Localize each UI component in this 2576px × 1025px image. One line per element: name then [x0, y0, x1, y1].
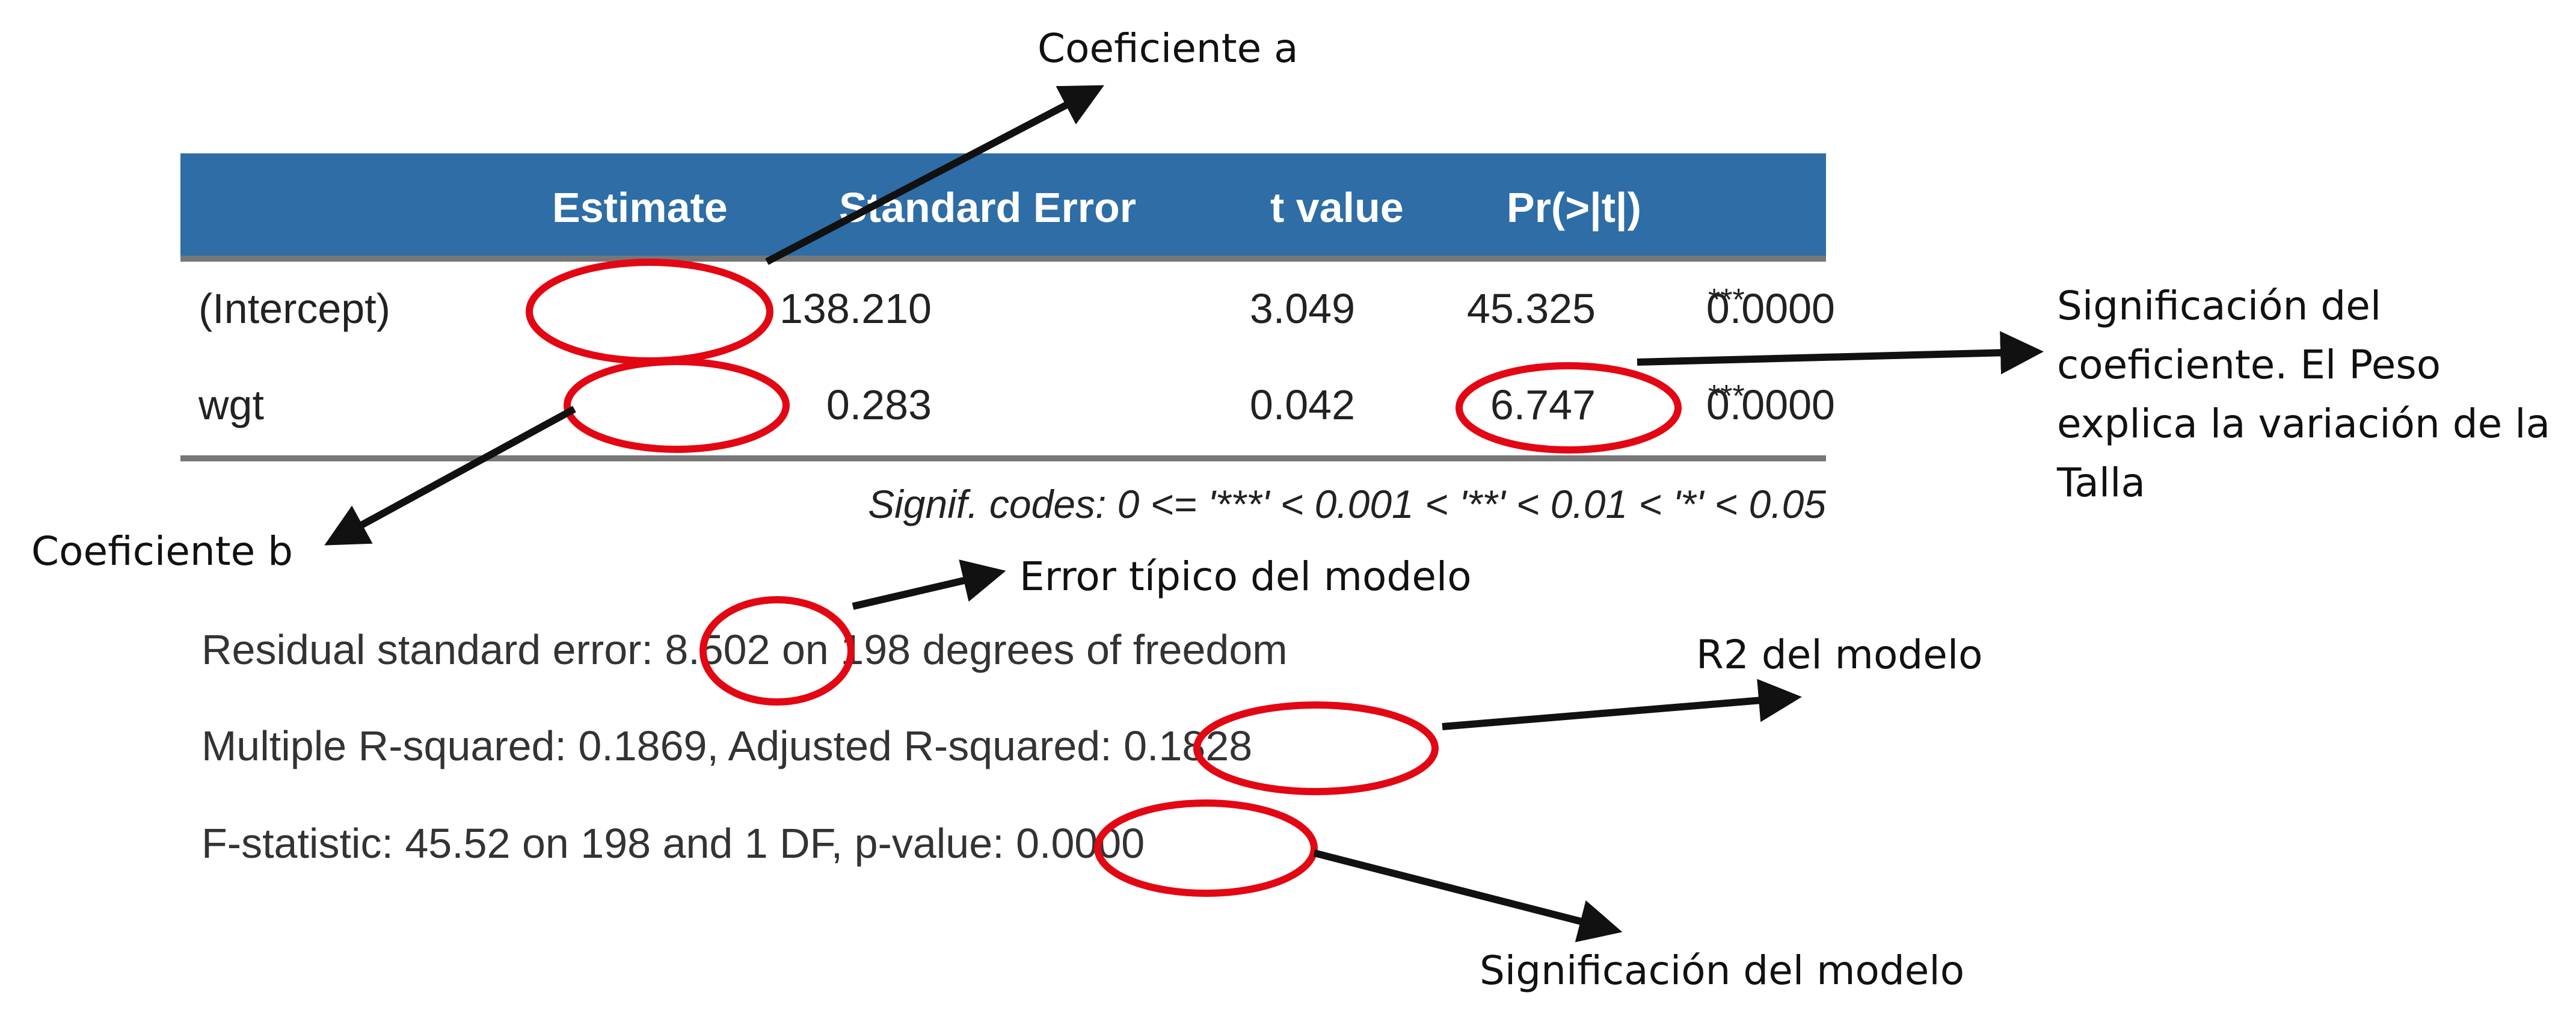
term-label: (Intercept)	[198, 285, 390, 332]
regression-coefficients-table: Estimate Standard Error t value Pr(>|t|)…	[180, 153, 1835, 526]
residual-standard-error-line: Residual standard error: 8.502 on 198 de…	[201, 626, 1288, 673]
table-row: wgt 0.283 0.042 6.747 0.0000 ***	[180, 379, 1835, 471]
arrow-coefficient-b	[324, 405, 576, 546]
annotation-coefficient-b: Coeficiente b	[31, 528, 294, 574]
significance-stars: ***	[1708, 283, 1745, 318]
p-value: 0.0000	[1706, 381, 1835, 428]
annotation-line: coeficiente. El Peso	[2057, 342, 2441, 388]
estimate-value: 0.283	[826, 381, 932, 428]
highlight-ellipse-adjusted-r2	[1193, 701, 1439, 795]
arrow-coefficient-a	[765, 85, 1104, 265]
annotation-coefficient-a: Coeficiente a	[1037, 25, 1299, 72]
table-row: (Intercept) 138.210 3.049 45.325 0.0000 …	[180, 283, 1835, 375]
annotation-line: Talla	[2057, 460, 2145, 506]
p-value: 0.0000	[1706, 285, 1835, 332]
t-value: 45.325	[1466, 285, 1596, 332]
header-t-value: t value	[1270, 184, 1404, 231]
header-estimate: Estimate	[552, 184, 728, 231]
std-error-value: 0.042	[1249, 381, 1355, 428]
annotation-line: explica la variación de la	[2057, 401, 2551, 447]
arrow-r2	[1442, 679, 1802, 730]
annotation-coefficient-significance: Significación del coeficiente. El Peso e…	[2057, 277, 2550, 512]
r-squared-line: Multiple R-squared: 0.1869, Adjusted R-s…	[201, 722, 1253, 769]
estimate-value: 138.210	[779, 285, 932, 332]
annotation-model-significance: Significación del modelo	[1480, 947, 1965, 994]
std-error-value: 3.049	[1249, 285, 1355, 332]
highlight-ellipse-model-pvalue	[1094, 799, 1318, 897]
header-p-value: Pr(>|t|)	[1507, 184, 1641, 231]
significance-stars: ***	[1708, 379, 1745, 414]
annotation-line: Significación del	[2057, 283, 2382, 329]
annotation-r2: R2 del modelo	[1696, 632, 1983, 678]
t-value: 6.747	[1490, 381, 1596, 428]
arrow-model-significance	[1313, 849, 1623, 943]
annotation-model-error: Error típico del modelo	[1019, 553, 1472, 600]
table-header: Estimate Standard Error t value Pr(>|t|)	[180, 153, 1826, 262]
highlight-ellipse-wgt-pvalue	[1456, 362, 1682, 454]
signif-codes: Signif. codes: 0 <= '***' < 0.001 < '**'…	[868, 482, 1826, 526]
highlight-ellipse-wgt-estimate	[564, 358, 790, 453]
term-label: wgt	[198, 381, 264, 428]
f-statistic-line: F-statistic: 45.52 on 198 and 1 DF, p-va…	[201, 820, 1145, 867]
highlight-ellipse-residual-error	[699, 596, 855, 706]
highlight-ellipse-intercept-estimate	[526, 259, 773, 365]
header-standard-error: Standard Error	[839, 184, 1136, 231]
table-bottom-rule	[180, 455, 1826, 461]
arrow-model-error	[852, 559, 1006, 610]
arrow-coefficient-significance	[1637, 331, 2044, 375]
